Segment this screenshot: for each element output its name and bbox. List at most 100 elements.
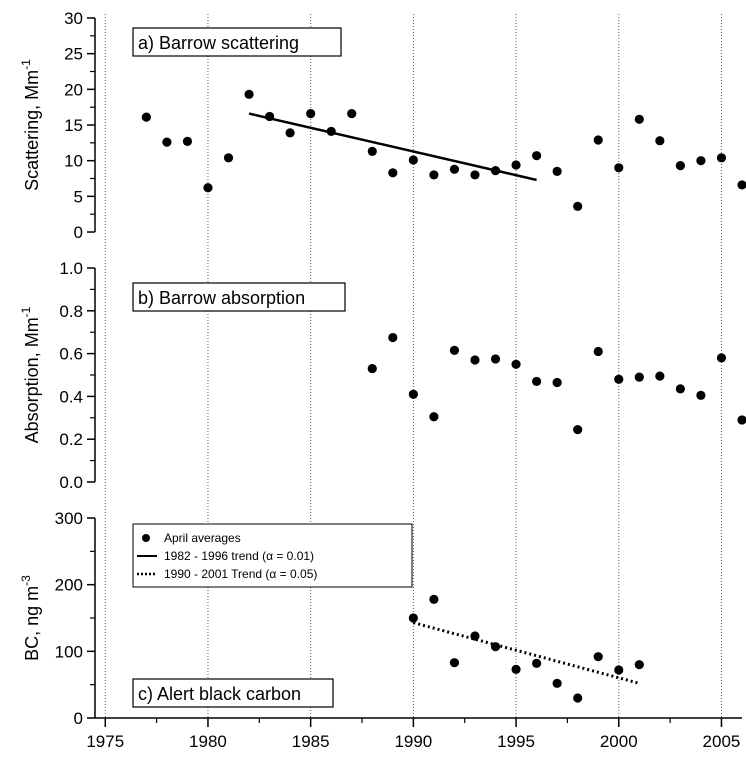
data-point-b — [614, 374, 624, 384]
data-point-a — [367, 146, 377, 156]
y-axis-title-a: Scattering, Mm-1 — [19, 59, 42, 191]
data-point-a — [244, 89, 254, 99]
y-tick-label-a: 25 — [64, 45, 83, 64]
data-point-a — [182, 136, 193, 147]
panel-label-box-a — [132, 27, 342, 57]
data-point-a — [347, 108, 357, 119]
data-point-c — [408, 613, 418, 623]
x-tick-label-2005: 2005 — [703, 732, 741, 751]
panel-a: 0 5 10 15 20 25 30 Scattering, Mm-1 a) Barrow sc… — [19, 9, 746, 242]
data-point-a — [593, 135, 603, 145]
legend-dot-marker — [142, 534, 150, 542]
data-point-b — [449, 345, 460, 355]
data-point-a — [552, 166, 562, 176]
data-point-b — [490, 354, 501, 364]
y-tick-label-b: 0.2 — [59, 430, 83, 449]
x-tick-label-1995: 1995 — [497, 732, 535, 751]
data-point-b — [593, 346, 603, 357]
data-point-a — [429, 170, 439, 180]
data-point-c — [532, 658, 542, 668]
data-point-b — [470, 355, 480, 365]
y-tick-label-b: 0.6 — [59, 345, 83, 364]
data-point-a — [696, 156, 706, 166]
y-tick-label-c: 200 — [55, 576, 83, 595]
legend-entry-april-averages: April averages — [164, 531, 241, 545]
data-point-c — [593, 652, 603, 662]
trend-line-a — [248, 112, 537, 182]
y-tick-label-c: 100 — [55, 642, 83, 661]
data-point-a — [388, 168, 398, 178]
x-tick-label-1990: 1990 — [394, 732, 432, 751]
data-point-a — [162, 137, 172, 147]
data-point-b — [408, 389, 418, 399]
data-point-b — [552, 377, 562, 388]
data-point-a — [449, 164, 460, 174]
data-point-a — [285, 128, 295, 138]
legend-entry-dotted-trend: 1990 - 2001 Trend (α = 0.05) — [164, 567, 317, 581]
y-tick-label-a: 10 — [64, 152, 83, 171]
data-point-c — [429, 594, 439, 604]
y-axis-title-b: Absorption, Mm-1 — [19, 306, 42, 443]
data-point-c — [634, 660, 644, 670]
vertical-gridlines — [104, 14, 722, 718]
data-point-b — [573, 424, 583, 435]
panel-label-box-c — [132, 678, 334, 708]
data-point-a — [532, 151, 542, 161]
data-point-b — [634, 372, 644, 382]
data-point-b — [655, 371, 665, 381]
panel-b: 0.0 0.2 0.4 0.6 0.8 1.0 Absorption, Mm-1 b) Bar… — [19, 259, 746, 492]
data-point-a — [675, 161, 685, 171]
data-point-b — [367, 363, 377, 374]
data-point-b — [532, 376, 542, 387]
data-point-b — [737, 415, 746, 425]
panel-label-b: b) Barrow absorption — [138, 288, 305, 308]
data-point-a — [141, 112, 151, 122]
data-point-a — [737, 180, 746, 190]
data-point-c — [614, 665, 624, 675]
data-point-a — [490, 166, 501, 176]
data-point-a — [655, 136, 665, 146]
data-point-a — [264, 111, 275, 122]
panel-label-a: a) Barrow scattering — [138, 33, 299, 53]
chart-panels: 0 5 10 15 20 25 30 Scattering, Mm-1 a) Barrow sc… — [19, 9, 746, 728]
y-tick-label-c: 0 — [74, 709, 83, 728]
x-tick-label-1985: 1985 — [292, 732, 330, 751]
data-point-a — [511, 160, 521, 170]
data-point-a — [203, 183, 213, 193]
data-point-c — [470, 631, 480, 641]
data-point-a — [573, 201, 583, 211]
data-point-c — [449, 658, 460, 668]
y-tick-label-a: 0 — [74, 223, 83, 242]
data-point-a — [223, 153, 234, 163]
data-point-a — [326, 126, 336, 137]
data-point-b — [716, 353, 727, 363]
y-tick-label-a: 15 — [64, 116, 83, 135]
panel-label-box-b — [132, 282, 346, 312]
legend: April averages 1982 - 1996 trend (α = 0.… — [132, 523, 413, 588]
data-point-b — [696, 390, 706, 400]
data-point-c — [552, 678, 562, 688]
shared-x-axis: 1975 1980 1985 1990 1995 2000 2005 — [86, 717, 742, 751]
data-point-c — [573, 693, 583, 703]
y-tick-label-b: 0.8 — [59, 302, 83, 321]
data-point-a — [306, 108, 316, 119]
panel-c: 0 100 200 300 BC, ng m-3 c) Alert black carbo… — [19, 509, 644, 728]
y-tick-label-a: 20 — [64, 80, 83, 99]
trend-line-c — [412, 621, 640, 685]
x-tick-label-1975: 1975 — [86, 732, 124, 751]
data-point-a — [408, 155, 418, 165]
y-tick-label-a: 5 — [74, 187, 83, 206]
legend-box — [132, 523, 413, 588]
y-axis-title-c: BC, ng m-3 — [19, 575, 42, 661]
data-point-c — [490, 642, 501, 652]
x-tick-label-1980: 1980 — [189, 732, 227, 751]
y-tick-label-b: 0.0 — [59, 473, 83, 492]
data-point-b — [675, 384, 685, 394]
y-tick-label-c: 300 — [55, 509, 83, 528]
data-point-b — [388, 332, 398, 343]
y-tick-label-b: 1.0 — [59, 259, 83, 278]
y-tick-label-a: 30 — [64, 9, 83, 28]
data-point-a — [716, 153, 727, 163]
data-point-c — [511, 664, 521, 674]
